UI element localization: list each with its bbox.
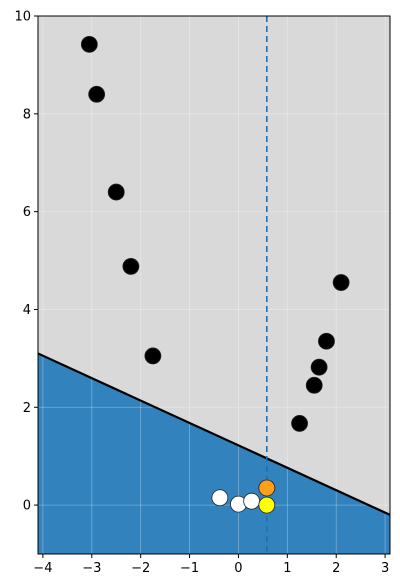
orange-point bbox=[258, 479, 276, 497]
y-tick-label: 4 bbox=[23, 303, 31, 318]
y-tick-label: 2 bbox=[23, 401, 31, 416]
lower-region bbox=[38, 353, 390, 554]
x-tick-label: 3 bbox=[381, 561, 389, 576]
x-tick-label: −2 bbox=[131, 561, 150, 576]
y-tick-label: 8 bbox=[23, 107, 31, 122]
black-point bbox=[144, 347, 162, 365]
black-point bbox=[291, 415, 308, 432]
black-point bbox=[122, 258, 140, 275]
black-point bbox=[318, 332, 335, 350]
y-tick-label: 10 bbox=[14, 10, 31, 25]
black-point bbox=[332, 274, 350, 291]
black-point bbox=[80, 35, 98, 53]
black-point bbox=[88, 85, 106, 103]
white-point bbox=[211, 489, 229, 507]
plot-area bbox=[37, 15, 391, 555]
decision-boundary-line bbox=[38, 352, 390, 516]
white-point bbox=[243, 492, 261, 510]
y-axis: 0 2 4 6 8 10 bbox=[14, 10, 38, 514]
x-tick-label: 0 bbox=[234, 561, 242, 576]
x-tick-label: −3 bbox=[82, 561, 101, 576]
x-tick-label: −1 bbox=[180, 561, 199, 576]
x-axis: −4 −3 −2 −1 0 1 2 3 bbox=[33, 554, 389, 576]
x-tick-label: 1 bbox=[283, 561, 291, 576]
black-point bbox=[107, 183, 125, 201]
x-tick-label: 2 bbox=[332, 561, 340, 576]
plot-frame bbox=[37, 15, 391, 555]
black-point bbox=[310, 358, 328, 376]
y-tick-label: 6 bbox=[23, 205, 31, 220]
y-tick-label: 0 bbox=[23, 499, 31, 514]
yellow-point bbox=[258, 496, 276, 514]
black-point bbox=[305, 376, 323, 394]
x-tick-label: −4 bbox=[33, 561, 52, 576]
